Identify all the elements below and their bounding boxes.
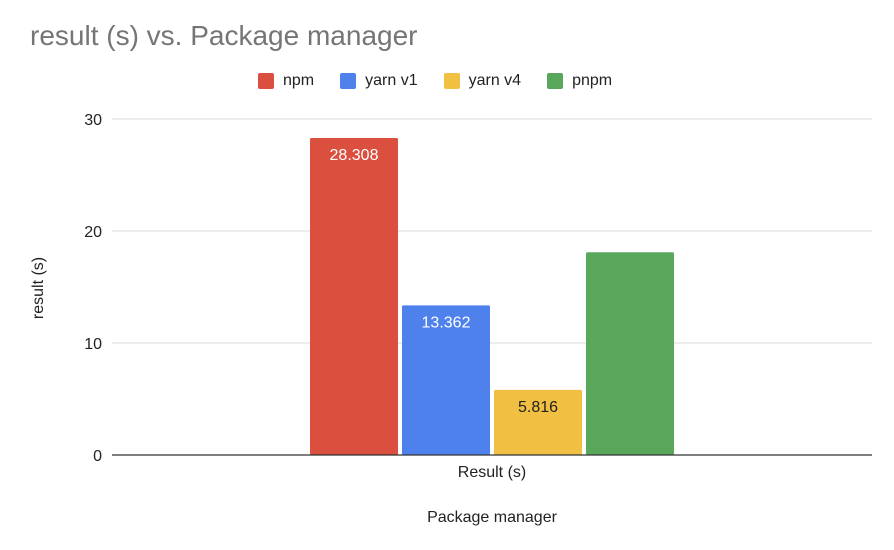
legend-label-yarn-v1: yarn v1 [365, 72, 418, 89]
legend-label-yarn-v4: yarn v4 [468, 72, 522, 89]
legend-item-yarn-v4[interactable]: yarn v4 [443, 72, 522, 90]
x-axis-title: Package manager [427, 509, 558, 526]
bar-yarn-v4[interactable] [494, 389, 582, 455]
bar-data-label: 28.308 [330, 147, 379, 164]
y-tick-label: 10 [84, 336, 102, 353]
y-tick-label: 20 [84, 224, 102, 241]
legend-item-npm[interactable]: npm [258, 72, 314, 90]
legend-swatch-yarn-v4 [443, 73, 460, 89]
gridlines [112, 118, 872, 344]
chart-title: result (s) vs. Package manager [30, 20, 418, 51]
legend-swatch-npm [258, 73, 274, 89]
axes: 0 10 20 30 Result (s) [84, 112, 872, 481]
legend-swatch-pnpm [547, 73, 564, 89]
legend-label-npm: npm [283, 72, 315, 89]
legend-label-pnpm: pnpm [572, 72, 613, 89]
x-tick-label: Result (s) [458, 464, 526, 481]
bar-yarn-v1[interactable] [402, 305, 490, 455]
y-tick-label: 30 [84, 112, 102, 129]
legend-item-yarn-v1[interactable]: yarn v1 [340, 72, 418, 90]
legend-item-pnpm[interactable]: pnpm [547, 72, 612, 90]
bar-pnpm[interactable] [586, 252, 674, 455]
y-axis-title: result (s) [30, 257, 47, 319]
bar-npm[interactable] [310, 137, 398, 456]
data-labels: 28.308 13.362 5.816 [330, 147, 559, 416]
bars [310, 137, 674, 456]
bar-data-label: 5.816 [518, 399, 558, 416]
legend: npm yarn v1 yarn v4 pnpm [258, 72, 612, 90]
legend-swatch-yarn-v1 [340, 73, 357, 89]
bar-data-label: 13.362 [422, 314, 471, 331]
y-tick-label: 0 [93, 448, 102, 465]
